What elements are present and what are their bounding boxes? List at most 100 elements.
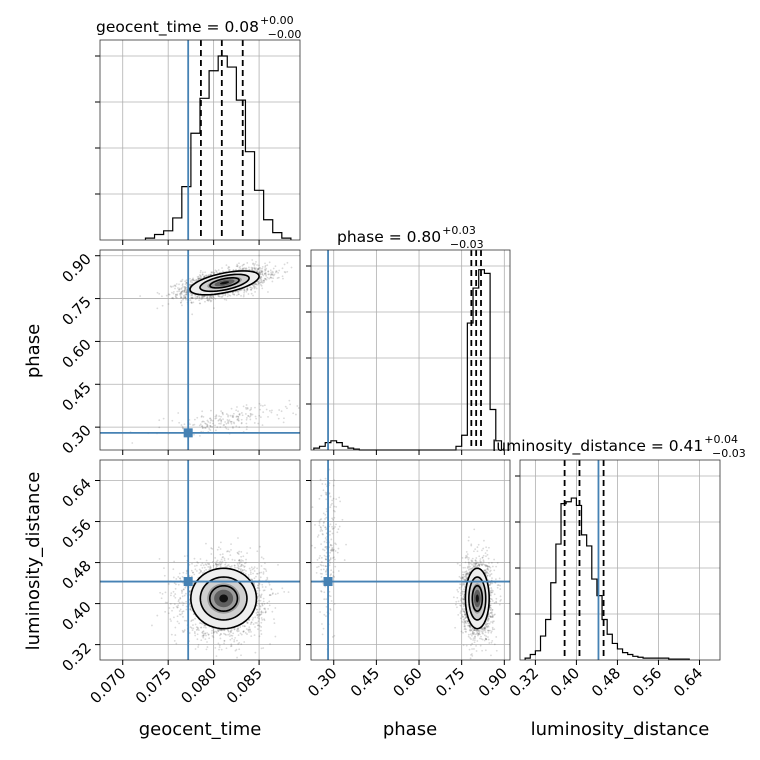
sample-point [241,569,244,572]
sample-point [158,419,161,422]
sample-point [249,288,252,291]
sample-point [211,271,214,273]
sample-point [258,271,261,274]
sample-point [201,296,204,299]
sample-point [173,284,176,287]
sample-point [242,267,244,270]
sample-point [227,414,229,417]
sample-point [236,418,239,421]
sample-point [179,293,182,295]
sample-point [254,616,257,619]
sample-point [258,572,261,574]
sample-point [274,593,277,596]
sample-point [276,414,279,416]
sample-point [191,293,194,296]
sample-point [257,282,260,285]
sample-point [221,267,223,269]
sample-point [172,590,175,593]
sample-point [242,263,245,266]
sample-point [282,277,284,280]
sample-point [231,425,234,428]
sample-point [251,268,253,271]
sample-point [261,265,264,268]
sample-point [218,648,220,651]
sample-point [219,553,222,556]
sample-point [181,284,184,287]
sample-point [203,275,206,278]
sample-point [217,295,220,298]
sample-point [233,628,236,631]
sample-point [238,266,241,269]
sample-point [288,399,291,402]
sample-point [214,630,217,633]
sample-point [196,295,199,298]
sample-point [181,290,184,293]
sample-point [220,419,222,422]
sample-point [255,417,258,420]
sample-point [260,270,263,272]
sample-point [263,404,266,407]
sample-point [203,295,206,297]
sample-point [283,417,285,420]
sample-point [221,560,224,563]
sample-point [269,269,272,272]
sample-point [271,409,273,412]
sample-point [264,262,266,265]
sample-point [225,633,227,636]
sample-point [271,273,274,276]
sample-point [180,293,183,295]
sample-point [196,628,199,631]
sample-point [262,597,265,600]
sample-point [191,297,194,300]
sample-point [189,608,192,611]
sample-point [221,629,224,632]
sample-point [211,635,214,637]
sample-point [194,298,197,300]
sample-point [158,292,161,295]
sample-point [203,275,206,278]
sample-point [258,635,261,638]
sample-point [229,294,232,297]
sample-point [164,610,167,613]
sample-point [217,630,220,633]
sample-point [235,415,238,418]
sample-point [266,276,269,279]
sample-point [259,281,262,284]
panel-phase-vs-geocent-time: 0.300.450.600.750.90 [58,249,301,458]
sample-point [252,294,254,297]
sample-point [263,618,265,621]
sample-point [224,561,227,564]
sample-point [230,645,233,647]
sample-point [213,630,216,633]
sample-point [173,603,176,606]
sample-point [240,568,242,570]
sample-point [178,283,180,286]
sample-point [260,271,263,274]
sample-point [233,422,236,425]
sample-point [252,572,254,575]
sample-point [169,285,172,288]
sample-point [199,558,202,560]
sample-point [261,618,264,621]
sample-point [237,565,240,568]
sample-point [278,269,281,272]
density-fill [220,281,230,285]
sample-point [256,616,259,619]
sample-point [185,282,188,284]
sample-point [242,295,245,298]
sample-point [254,621,257,624]
sample-point [220,420,223,423]
sample-point [200,626,203,629]
sample-point [177,600,180,603]
sample-point [258,402,261,405]
sample-point [199,277,202,280]
sample-point [198,302,201,305]
sample-point [257,422,260,425]
sample-point [271,593,274,595]
sample-point [242,571,245,574]
sample-point [170,620,172,622]
sample-point [240,633,243,636]
sample-point [184,287,187,289]
sample-point [181,629,184,632]
sample-point [201,410,204,413]
